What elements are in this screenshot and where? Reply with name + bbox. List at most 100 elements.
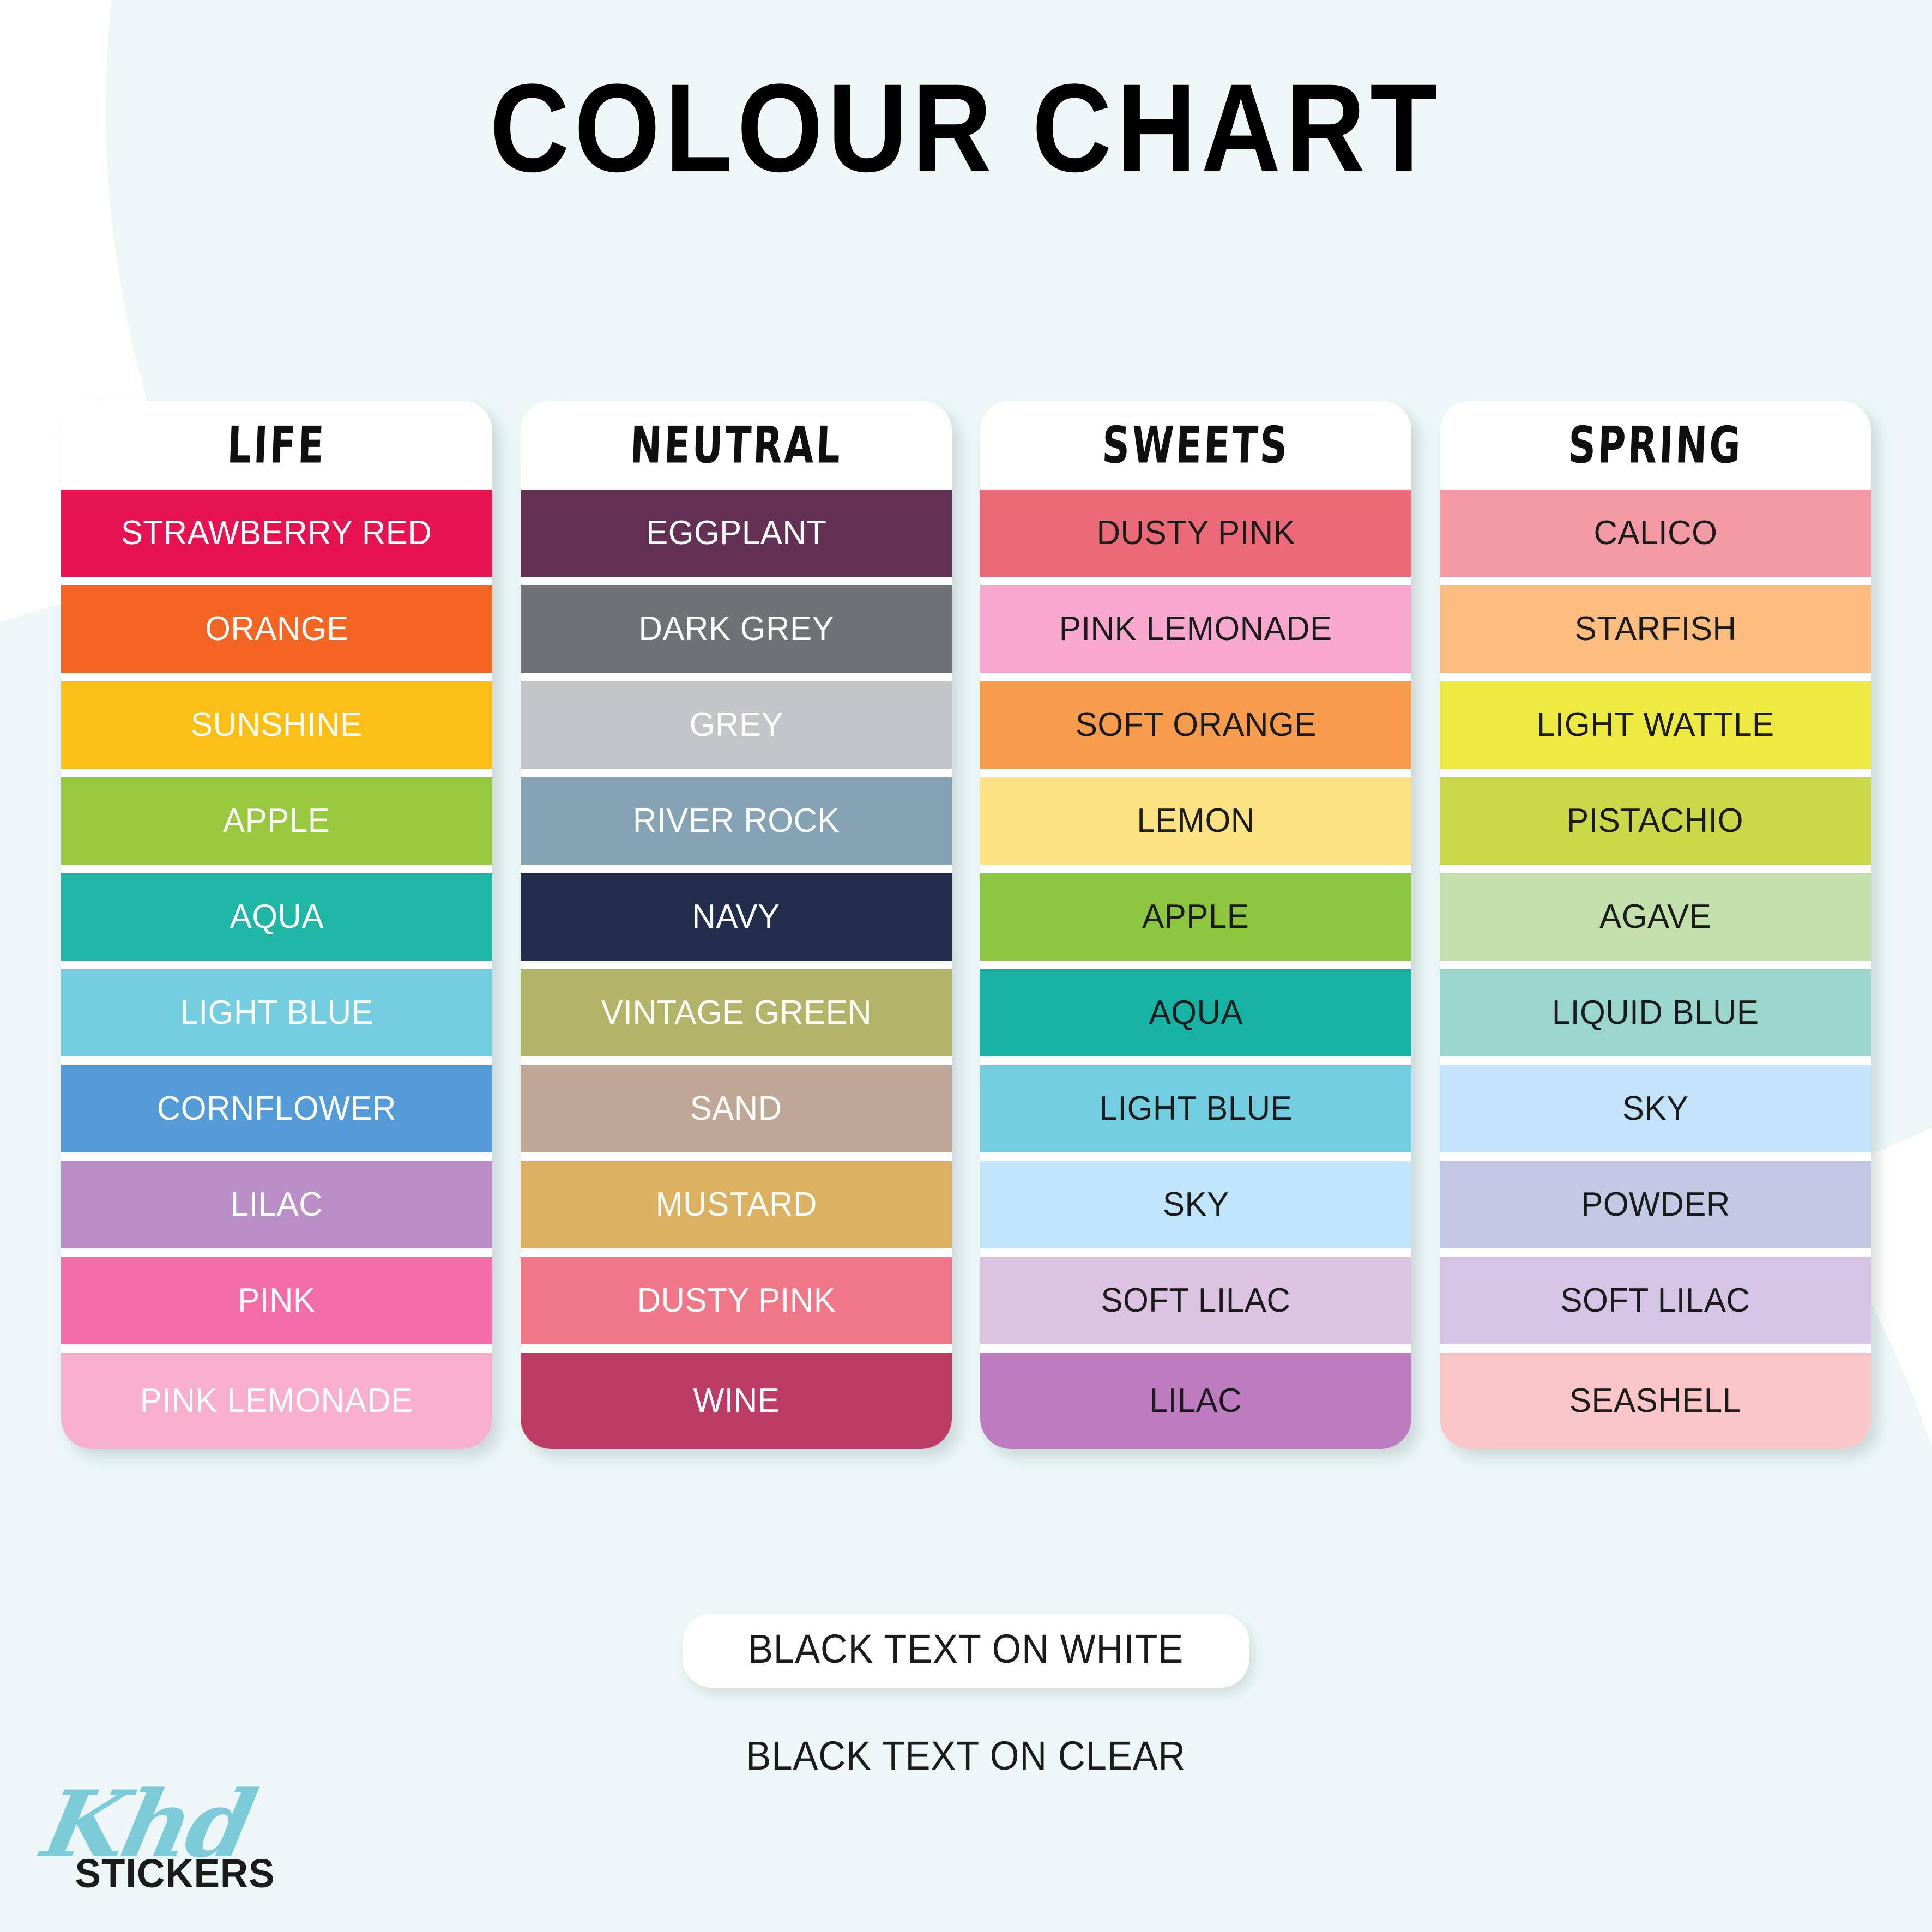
note-black-text-on-clear-label: BLACK TEXT ON CLEAR <box>746 1733 1186 1778</box>
colour-swatch-label: DUSTY PINK <box>1096 514 1295 552</box>
colour-swatch-label: AQUA <box>230 898 324 935</box>
palette-card: SPRING CALICO STARFISH LIGHT WATTLE PISTACHI… <box>1440 401 1871 1449</box>
swatch-list: EGGPLANT DARK GREY GREY RIVER ROCK NAVY VINTA… <box>521 490 952 1449</box>
colour-swatch[interactable]: LEMON <box>980 777 1411 865</box>
colour-swatch-label: APPLE <box>223 802 330 840</box>
colour-swatch[interactable]: SOFT LILAC <box>1440 1257 1871 1344</box>
colour-swatch-label: PISTACHIO <box>1567 802 1744 840</box>
colour-swatch-label: CORNFLOWER <box>156 1090 397 1127</box>
palette-card: LIFE STRAWBERRY RED ORANGE SUNSHINE APPLE AQU… <box>61 401 492 1449</box>
colour-swatch[interactable]: LILAC <box>61 1161 492 1248</box>
colour-swatch[interactable]: POWDER <box>1440 1161 1871 1248</box>
colour-swatch[interactable]: AGAVE <box>1440 873 1871 961</box>
colour-swatch[interactable]: GREY <box>521 681 952 769</box>
colour-swatch[interactable]: PINK LEMONADE <box>980 585 1411 673</box>
colour-swatch-label: LILAC <box>230 1186 323 1223</box>
colour-swatch[interactable]: SOFT ORANGE <box>980 681 1411 769</box>
colour-swatch-label: POWDER <box>1580 1186 1730 1223</box>
colour-swatch[interactable]: ORANGE <box>61 585 492 673</box>
colour-swatch-label: STRAWBERRY RED <box>121 514 432 552</box>
colour-swatch-label: SUNSHINE <box>191 706 363 744</box>
palette-card-header: NEUTRAL <box>521 401 952 490</box>
colour-swatch[interactable]: CORNFLOWER <box>61 1065 492 1152</box>
colour-swatch-label: GREY <box>689 706 783 744</box>
colour-swatch-label: SOFT ORANGE <box>1075 706 1317 744</box>
colour-swatch[interactable]: LIQUID BLUE <box>1440 969 1871 1056</box>
colour-swatch-label: SKY <box>1622 1090 1689 1127</box>
palette-card-header: SWEETS <box>980 401 1411 490</box>
note-black-text-on-white: BLACK TEXT ON WHITE <box>683 1614 1249 1688</box>
note-black-text-on-clear: BLACK TEXT ON CLEAR <box>708 1730 1224 1782</box>
colour-swatch[interactable]: WINE <box>521 1353 952 1449</box>
colour-swatch-label: LIQUID BLUE <box>1551 994 1759 1031</box>
colour-swatch-label: CALICO <box>1593 514 1717 552</box>
colour-swatch-label: DARK GREY <box>638 610 834 648</box>
colour-swatch-label: LIGHT BLUE <box>1099 1090 1293 1127</box>
colour-swatch[interactable]: LIGHT BLUE <box>61 969 492 1056</box>
colour-swatch[interactable]: RIVER ROCK <box>521 777 952 865</box>
colour-swatch[interactable]: LIGHT BLUE <box>980 1065 1411 1152</box>
colour-swatch[interactable]: DARK GREY <box>521 585 952 673</box>
palette-card: SWEETS DUSTY PINK PINK LEMONADE SOFT ORANGE… <box>980 401 1411 1449</box>
colour-swatch-label: AQUA <box>1149 994 1243 1031</box>
colour-swatch[interactable]: MUSTARD <box>521 1161 952 1248</box>
footer-notes: BLACK TEXT ON WHITE BLACK TEXT ON CLEAR <box>0 1614 1932 1782</box>
colour-swatch[interactable]: APPLE <box>980 873 1411 961</box>
colour-swatch-label: SOFT LILAC <box>1560 1282 1750 1319</box>
colour-swatch[interactable]: NAVY <box>521 873 952 961</box>
colour-swatch[interactable]: LIGHT WATTLE <box>1440 681 1871 769</box>
page-title: COLOUR CHART <box>490 58 1442 198</box>
colour-swatch-label: DUSTY PINK <box>637 1282 836 1319</box>
colour-swatch-label: PINK <box>238 1282 316 1319</box>
colour-swatch[interactable]: VINTAGE GREEN <box>521 969 952 1056</box>
brand-logo: Khd STICKERS <box>34 1770 274 1904</box>
colour-swatch[interactable]: SAND <box>521 1065 952 1152</box>
swatch-list: STRAWBERRY RED ORANGE SUNSHINE APPLE AQUA LIG… <box>61 490 492 1449</box>
colour-swatch[interactable]: LILAC <box>980 1353 1411 1449</box>
colour-swatch[interactable]: DUSTY PINK <box>521 1257 952 1344</box>
palette-card-title: LIFE <box>226 415 328 475</box>
colour-swatch-label: ORANGE <box>204 610 349 648</box>
swatch-list: CALICO STARFISH LIGHT WATTLE PISTACHIO AGAVE… <box>1440 490 1871 1449</box>
colour-swatch-label: WINE <box>693 1382 780 1420</box>
colour-swatch-label: NAVY <box>692 898 781 935</box>
colour-swatch-label: SOFT LILAC <box>1101 1282 1291 1319</box>
colour-swatch[interactable]: PISTACHIO <box>1440 777 1871 865</box>
colour-swatch[interactable]: PINK <box>61 1257 492 1344</box>
colour-swatch-label: VINTAGE GREEN <box>601 994 872 1031</box>
palette-card-header: SPRING <box>1440 401 1871 490</box>
colour-swatch[interactable]: SEASHELL <box>1440 1353 1871 1449</box>
colour-swatch-label: STARFISH <box>1574 610 1736 648</box>
colour-swatch-label: SEASHELL <box>1569 1382 1741 1420</box>
colour-swatch[interactable]: CALICO <box>1440 490 1871 577</box>
colour-swatch-label: PINK LEMONADE <box>140 1382 413 1420</box>
colour-swatch-label: LEMON <box>1137 802 1255 840</box>
palette-grid: LIFE STRAWBERRY RED ORANGE SUNSHINE APPLE AQU… <box>61 401 1871 1449</box>
palette-card-title: NEUTRAL <box>629 415 844 475</box>
colour-swatch-label: SAND <box>690 1090 783 1127</box>
colour-swatch[interactable]: SKY <box>1440 1065 1871 1152</box>
colour-swatch[interactable]: AQUA <box>61 873 492 961</box>
colour-swatch-label: LILAC <box>1149 1382 1242 1420</box>
colour-swatch[interactable]: AQUA <box>980 969 1411 1056</box>
colour-swatch-label: PINK LEMONADE <box>1059 610 1332 648</box>
colour-swatch[interactable]: DUSTY PINK <box>980 490 1411 577</box>
note-black-text-on-white-label: BLACK TEXT ON WHITE <box>748 1626 1184 1671</box>
colour-swatch[interactable]: STARFISH <box>1440 585 1871 673</box>
colour-swatch-label: LIGHT BLUE <box>180 994 373 1031</box>
colour-swatch[interactable]: SKY <box>980 1161 1411 1248</box>
colour-swatch[interactable]: SOFT LILAC <box>980 1257 1411 1344</box>
swatch-list: DUSTY PINK PINK LEMONADE SOFT ORANGE LEMON A… <box>980 490 1411 1449</box>
colour-swatch[interactable]: EGGPLANT <box>521 490 952 577</box>
palette-card-title: SWEETS <box>1101 415 1291 475</box>
colour-swatch-label: AGAVE <box>1599 898 1712 935</box>
colour-swatch-label: LIGHT WATTLE <box>1536 706 1774 744</box>
brand-logo-word: STICKERS <box>75 1851 275 1896</box>
colour-swatch[interactable]: PINK LEMONADE <box>61 1353 492 1449</box>
colour-swatch-label: RIVER ROCK <box>632 802 840 840</box>
palette-card: NEUTRAL EGGPLANT DARK GREY GREY RIVER ROCK NA… <box>521 401 952 1449</box>
colour-swatch[interactable]: APPLE <box>61 777 492 865</box>
colour-swatch[interactable]: SUNSHINE <box>61 681 492 769</box>
colour-swatch-label: APPLE <box>1142 898 1249 935</box>
colour-swatch[interactable]: STRAWBERRY RED <box>61 490 492 577</box>
